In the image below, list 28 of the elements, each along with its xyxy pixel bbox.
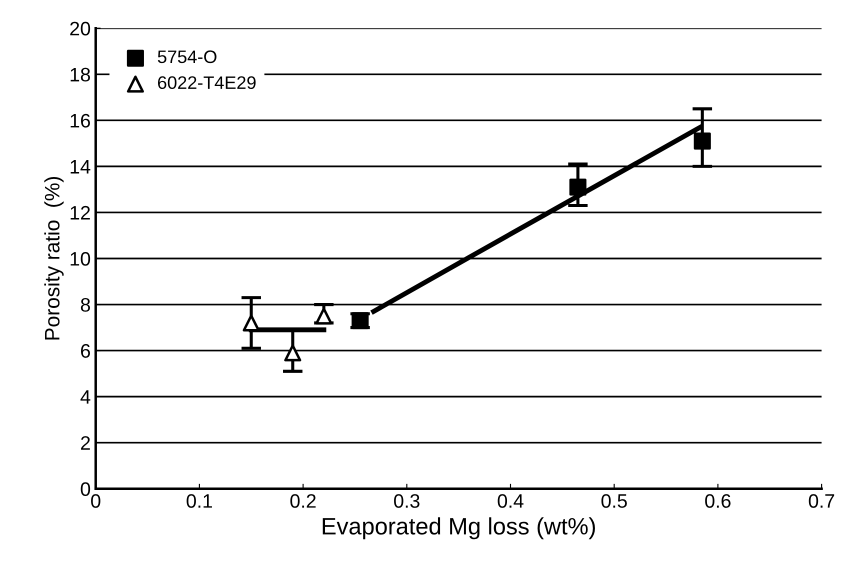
legend-label: 6022-T4E29 bbox=[158, 76, 256, 90]
y-tick-label: 16 bbox=[70, 114, 90, 128]
y-axis-title: Porosity ratio (%) bbox=[44, 177, 64, 340]
y-tick-label: 6 bbox=[81, 344, 90, 358]
point bbox=[242, 314, 260, 332]
x-tick-label: 0.1 bbox=[186, 494, 212, 508]
x-tick-label: 0.4 bbox=[498, 494, 524, 508]
y-tick-label: 2 bbox=[81, 436, 90, 450]
y-tick-label: 12 bbox=[70, 206, 90, 220]
y-tick-label: 10 bbox=[70, 252, 90, 266]
y-tick-label: 4 bbox=[80, 390, 90, 404]
point bbox=[315, 308, 332, 325]
point bbox=[694, 132, 711, 150]
y-tick-label: 0 bbox=[80, 482, 90, 496]
x-tick-label: 0.5 bbox=[601, 494, 627, 508]
x-tick-label: 0.2 bbox=[290, 494, 316, 508]
y-tick-label: 8 bbox=[80, 298, 90, 312]
x-tick-label: 0.7 bbox=[808, 494, 834, 508]
x-axis-title: Evaporated Mg loss (wt%) bbox=[322, 517, 595, 540]
y-tick-label: 14 bbox=[70, 160, 90, 174]
point bbox=[569, 178, 586, 196]
y-tick-label: 18 bbox=[70, 68, 90, 82]
point bbox=[284, 344, 302, 362]
x-tick-label: 0.3 bbox=[394, 494, 420, 508]
x-tick-label: 0 bbox=[91, 494, 100, 508]
y-tick-label: 20 bbox=[70, 22, 90, 36]
x-tick-label: 0.6 bbox=[705, 494, 731, 508]
legend-label: 5754-O bbox=[158, 50, 216, 64]
